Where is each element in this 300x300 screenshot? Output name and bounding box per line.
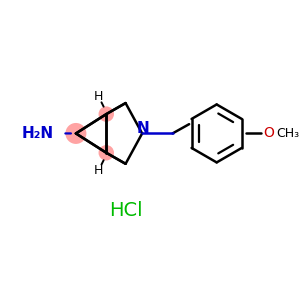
Text: HCl: HCl — [109, 201, 142, 220]
Text: H: H — [94, 90, 104, 103]
Text: N: N — [136, 121, 149, 136]
Circle shape — [98, 106, 114, 122]
Circle shape — [98, 145, 114, 161]
Text: CH₃: CH₃ — [276, 127, 299, 140]
Circle shape — [65, 123, 86, 144]
Text: O: O — [263, 126, 274, 140]
Text: H₂N: H₂N — [22, 126, 54, 141]
Text: H: H — [94, 164, 104, 177]
